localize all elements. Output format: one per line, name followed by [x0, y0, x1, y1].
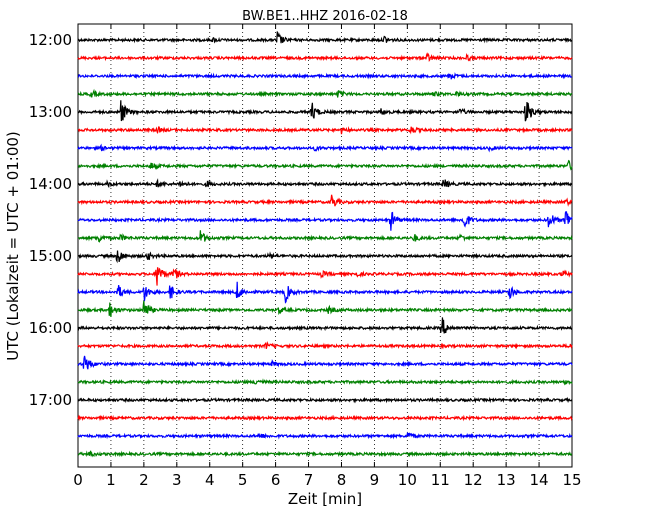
x-tick-label: 12 [464, 471, 483, 489]
y-tick-label: 12:00 [29, 31, 72, 49]
trace-1745 [77, 450, 573, 458]
x-tick-label: 15 [562, 471, 581, 489]
trace-group [77, 31, 573, 458]
trace-1300 [77, 100, 573, 122]
trace-1245 [77, 88, 573, 98]
trace-1630 [77, 355, 573, 370]
x-tick-label: 1 [106, 471, 116, 489]
x-ticks: 0 1 2 3 4 5 6 7 8 9 10 11 12 13 14 15 [73, 24, 582, 489]
y-tick-label: 14:00 [29, 175, 72, 193]
y-tick-label: 15:00 [29, 247, 72, 265]
x-tick-label: 2 [139, 471, 149, 489]
y-ticks: 12:00 13:00 14:00 15:00 16:00 17:00 [29, 31, 83, 409]
x-tick-label: 0 [73, 471, 83, 489]
trace-1730 [77, 431, 573, 440]
trace-1315 [77, 126, 573, 135]
y-tick-label: 17:00 [29, 391, 72, 409]
plot-frame [77, 23, 573, 468]
trace-1545 [77, 300, 573, 318]
x-tick-label: 11 [431, 471, 450, 489]
trace-1530 [77, 281, 573, 304]
trace-1215 [77, 52, 573, 63]
x-tick-label: 6 [271, 471, 281, 489]
x-tick-label: 10 [398, 471, 417, 489]
y-tick-label: 13:00 [29, 103, 72, 121]
trace-1500 [77, 250, 573, 264]
trace-1430 [77, 210, 573, 231]
x-tick-label: 13 [497, 471, 516, 489]
trace-1200 [77, 31, 573, 44]
trace-1715 [77, 414, 573, 422]
trace-1345 [77, 159, 573, 171]
trace-1400 [77, 178, 573, 189]
trace-1645 [77, 378, 573, 386]
trace-1615 [77, 341, 573, 350]
y-axis-label: UTC (Lokalzeit = UTC + 01:00) [4, 131, 22, 361]
trace-1445 [77, 230, 573, 243]
x-tick-label: 5 [238, 471, 248, 489]
x-tick-label: 7 [304, 471, 314, 489]
trace-1515 [77, 267, 573, 286]
trace-1415 [77, 194, 573, 207]
x-tick-label: 9 [370, 471, 380, 489]
x-tick-label: 4 [205, 471, 215, 489]
x-axis-label: Zeit [min] [288, 490, 362, 508]
y-tick-label: 16:00 [29, 319, 72, 337]
trace-1330 [77, 143, 573, 153]
trace-1230 [77, 72, 573, 80]
trace-1700 [77, 396, 573, 404]
trace-1600 [77, 317, 573, 334]
x-tick-label: 8 [337, 471, 347, 489]
chart-title: BW.BE1..HHZ 2016-02-18 [242, 9, 408, 24]
x-tick-label: 3 [172, 471, 182, 489]
x-tick-label: 14 [530, 471, 549, 489]
